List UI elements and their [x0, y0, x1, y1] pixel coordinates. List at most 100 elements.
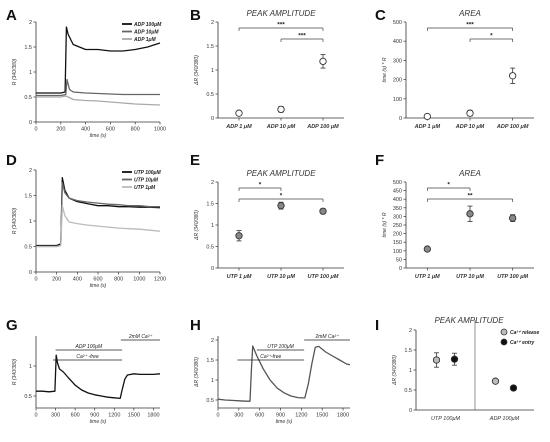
y-tick-label: 100 — [393, 249, 402, 255]
data-point — [319, 207, 327, 215]
x-tick-label: 0 — [34, 277, 37, 283]
y-tick-label: 0 — [29, 270, 32, 276]
x-tick-label: 900 — [90, 413, 99, 419]
x-tick-label: 900 — [276, 413, 285, 419]
category-label: UTP 100 μM — [497, 274, 528, 280]
significance-label: *** — [466, 22, 474, 29]
data-point — [432, 356, 441, 364]
y-tick-label: 0.5 — [404, 388, 412, 394]
x-tick-label: 600 — [93, 277, 102, 283]
x-axis-label: time (s) — [90, 133, 107, 139]
significance-label: * — [259, 182, 262, 189]
category-label: ADP 100 μM — [306, 124, 339, 130]
legend-label: UTP 100μM — [134, 170, 162, 176]
y-tick-label: 2 — [211, 20, 214, 26]
protocol-label: UTP 100μM — [267, 344, 294, 350]
series-line-1 — [36, 176, 161, 247]
y-tick-label: 1.5 — [206, 358, 214, 364]
x-tick-label: 600 — [106, 127, 115, 133]
panel-d: D 0 200 400 600 800 1000 1200 time (s) 0 0.5 1 1.5 2… — [6, 152, 166, 289]
x-tick-label: 600 — [255, 413, 264, 419]
x-tick-label: 1800 — [337, 413, 349, 419]
panel-c: C ADP 1 μM ADP 10 μM ADP 100 μM 0 100 200 300 4… — [375, 7, 534, 130]
y-axis-label: R (340/380) — [12, 358, 18, 385]
y-tick-label: 0.5 — [24, 394, 32, 400]
y-tick-label: 100 — [393, 97, 402, 103]
x-tick-label: 300 — [234, 413, 243, 419]
data-point — [423, 112, 431, 121]
y-axis-label: ΔR (340/380) — [194, 210, 200, 241]
series-line-3 — [36, 205, 161, 248]
protocol-label: Ca²⁺ -free — [76, 354, 99, 360]
legend-label: UTP 10μM — [134, 178, 159, 184]
y-axis-label: time (s) * R — [382, 57, 388, 82]
y-tick-label: 0.5 — [24, 95, 32, 101]
y-axis-label: ΔR (340/380) — [194, 357, 200, 388]
y-tick-label: 1.5 — [206, 202, 214, 208]
y-tick-label: 300 — [393, 58, 402, 64]
panel-e: E UTP 1 μM UTP 10 μM UTP 100 μM 0 0.5 1 1.5 2 ΔR… — [190, 152, 344, 280]
x-axis-label: time (s) — [276, 419, 293, 425]
series-line-1 — [217, 345, 351, 402]
data-point — [509, 72, 517, 80]
panel-i: I 0 0.5 1 1.5 2 ΔR (340/380) UTP 100μM ADP 100μ… — [375, 316, 540, 422]
y-axis-label: R (340/380) — [12, 207, 18, 234]
chart-title: AREA — [458, 9, 481, 18]
panel-label-f: F — [375, 152, 384, 169]
legend-label: UTP 1μM — [134, 185, 156, 191]
y-tick-label: 1 — [29, 219, 32, 225]
y-tick-label: 2 — [211, 180, 214, 186]
legend-label: ADP 10μM — [133, 30, 159, 36]
y-tick-label: 0 — [399, 116, 402, 122]
x-axis-label: time (s) — [90, 283, 107, 289]
chart-title: PEAK AMPLITUDE — [434, 316, 504, 325]
series-line-1 — [36, 26, 161, 94]
x-tick-label: 0 — [34, 413, 37, 419]
significance-label: * — [447, 182, 450, 189]
data-point — [466, 109, 474, 117]
category-label: UTP 10 μM — [456, 274, 484, 280]
x-tick-label: 1200 — [154, 277, 166, 283]
x-tick-label: 800 — [114, 277, 123, 283]
category-label: ADP 10 μM — [266, 124, 296, 130]
data-point — [277, 105, 285, 114]
panel-g: G 0 300 600 900 1200 1500 1800 time (s) 0.5 1 R (3… — [6, 317, 161, 425]
panel-label-e: E — [190, 152, 200, 169]
series-line-2 — [36, 182, 160, 248]
significance-label: * — [490, 33, 493, 40]
y-tick-label: 0 — [409, 408, 412, 414]
protocol-label: Ca²⁺-free — [260, 354, 281, 360]
x-tick-label: 800 — [131, 127, 140, 133]
y-axis-label: ΔR (340/380) — [392, 355, 398, 386]
protocol-label: 2mM Ca²⁺ — [314, 334, 339, 340]
x-tick-label: 200 — [52, 277, 61, 283]
y-axis-label: time (s) * R — [382, 212, 388, 237]
data-point — [466, 210, 474, 218]
x-tick-label: 400 — [73, 277, 82, 283]
y-tick-label: 400 — [393, 197, 402, 203]
y-tick-label: 1 — [211, 378, 214, 384]
data-point — [235, 232, 243, 240]
y-tick-label: 0.5 — [206, 245, 214, 251]
category-label: UTP 100μM — [431, 416, 461, 422]
y-tick-label: 200 — [393, 232, 402, 238]
y-tick-label: 2 — [29, 168, 32, 174]
significance-label: *** — [298, 33, 306, 40]
significance-label: ** — [467, 193, 473, 200]
panel-label-h: H — [190, 317, 201, 334]
panel-label-d: D — [6, 152, 17, 169]
protocol-label: ADP 100μM — [74, 344, 103, 350]
category-label: UTP 1 μM — [227, 274, 252, 280]
legend-label: Ca²⁺ entry — [510, 340, 535, 346]
y-tick-label: 0 — [29, 120, 32, 126]
protocol-label: 2mM Ca²⁺ — [128, 334, 153, 340]
data-point — [235, 109, 243, 117]
data-point — [319, 57, 327, 66]
y-tick-label: 150 — [393, 240, 402, 246]
y-tick-label: 500 — [393, 180, 402, 186]
data-point — [491, 377, 500, 385]
y-tick-label: 0 — [399, 266, 402, 272]
y-tick-label: 0 — [211, 116, 214, 122]
y-tick-label: 200 — [393, 78, 402, 84]
category-label: ADP 1 μM — [225, 124, 252, 130]
